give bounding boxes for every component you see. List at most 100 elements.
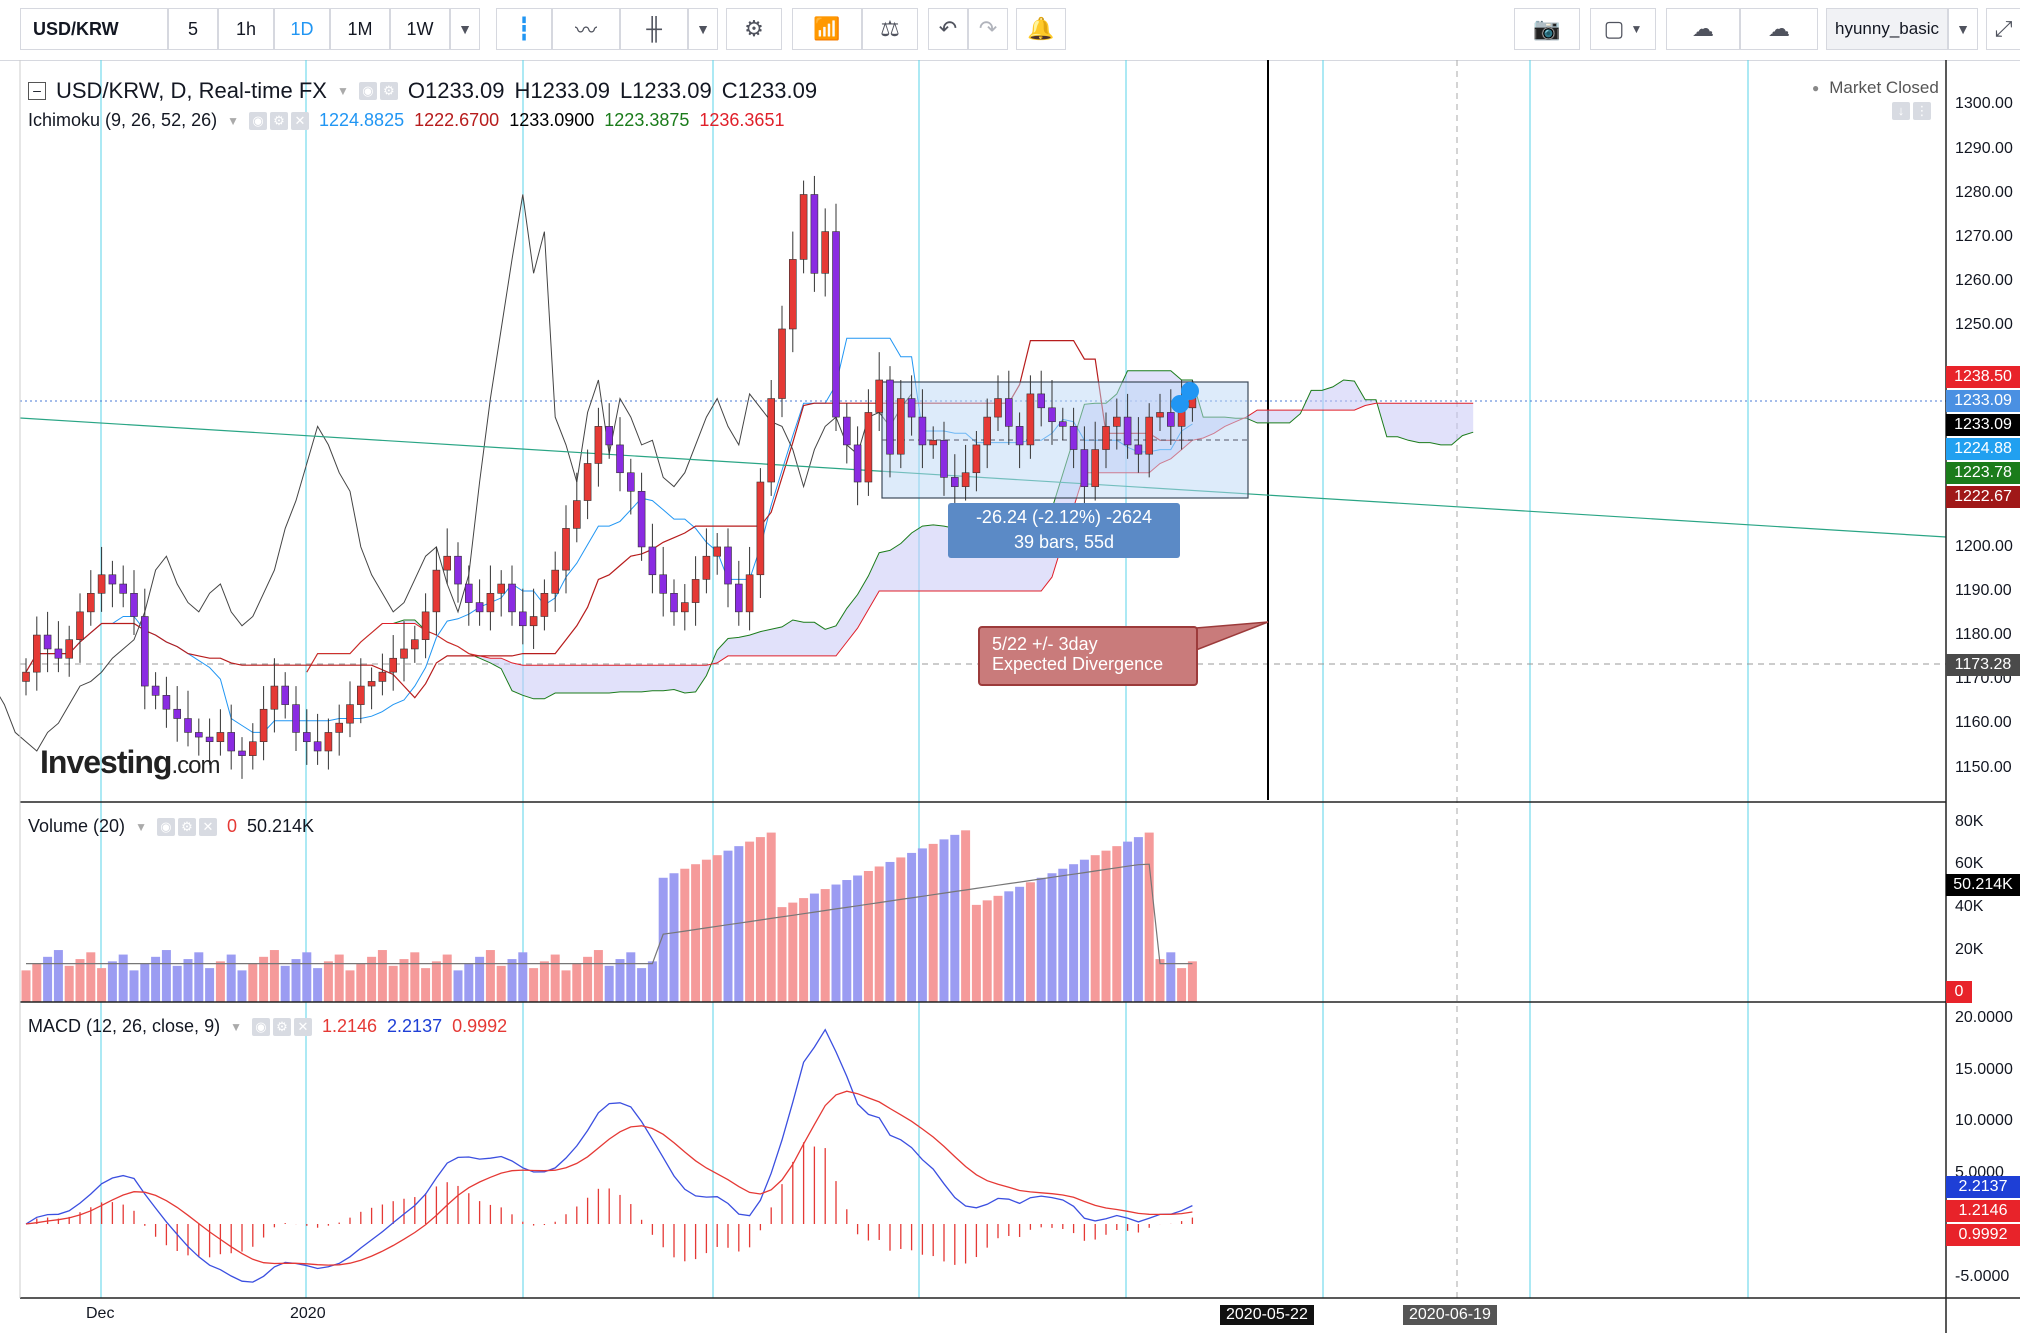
volume-bar bbox=[961, 830, 971, 1002]
ichimoku-label[interactable]: Ichimoku (9, 26, 52, 26) bbox=[28, 110, 218, 130]
interval-1w-button[interactable]: 1W bbox=[390, 8, 450, 50]
candle-body bbox=[184, 718, 192, 733]
arrow-down-icon[interactable]: ↓ bbox=[1892, 102, 1910, 120]
interval-1h-button[interactable]: 1h bbox=[218, 8, 274, 50]
candle-body bbox=[648, 546, 657, 576]
interval-1d-button[interactable]: 1D bbox=[274, 8, 330, 50]
volume-bar bbox=[496, 965, 506, 1002]
volume-bar bbox=[950, 834, 960, 1002]
interval-1m-button[interactable]: 1M bbox=[330, 8, 390, 50]
volume-bar bbox=[842, 880, 852, 1002]
symbol-search-input[interactable]: USD/KRW bbox=[20, 8, 168, 50]
eye-icon[interactable]: ◉ bbox=[251, 1017, 270, 1036]
macd-tick-label: 10.0000 bbox=[1955, 1112, 2013, 1129]
candle-body bbox=[162, 695, 171, 710]
volume-bar bbox=[1123, 841, 1133, 1002]
macd-label[interactable]: MACD (12, 26, close, 9) bbox=[28, 1016, 221, 1036]
redo-icon: ↷ bbox=[978, 16, 998, 41]
collapse-legend-icon[interactable]: – bbox=[28, 82, 46, 100]
candle-body bbox=[1037, 393, 1045, 409]
price-tick-label: 1260.00 bbox=[1955, 272, 2013, 289]
macd-tag: 2.2137 bbox=[1946, 1176, 2020, 1198]
fullscreen-button[interactable]: ⤢ bbox=[1986, 8, 2020, 50]
close-icon[interactable]: ✕ bbox=[293, 1017, 312, 1036]
chevron-down-icon[interactable]: ▼ bbox=[336, 84, 349, 98]
volume-tick-label: 60K bbox=[1955, 855, 1984, 872]
divergence-callout[interactable]: 5/22 +/- 3day Expected Divergence bbox=[978, 626, 1198, 686]
interval-5-button[interactable]: 5 bbox=[168, 8, 218, 50]
gear-icon[interactable]: ⚙ bbox=[177, 817, 196, 836]
gear-icon[interactable]: ⚙ bbox=[379, 82, 398, 100]
gear-icon[interactable]: ⚙ bbox=[270, 111, 288, 130]
volume-bar bbox=[107, 961, 117, 1002]
price-tag: 1222.67 bbox=[1946, 486, 2020, 508]
volume-bar bbox=[1090, 855, 1100, 1002]
save-layout-button[interactable]: ☁ bbox=[1740, 8, 1818, 50]
settings-button[interactable]: ⚙ bbox=[726, 8, 782, 50]
candle-body bbox=[475, 602, 484, 613]
volume-bar bbox=[1133, 837, 1143, 1002]
gear-icon[interactable]: ⚙ bbox=[272, 1017, 291, 1036]
close-icon[interactable]: ✕ bbox=[198, 817, 217, 836]
style-dropdown-button[interactable]: ▼ bbox=[688, 8, 718, 50]
volume-bar bbox=[691, 864, 701, 1002]
candle-body bbox=[1048, 407, 1056, 423]
alert-button[interactable]: 🔔 bbox=[1016, 8, 1066, 50]
candles-style-button[interactable]: ┇ bbox=[496, 8, 552, 50]
load-layout-button[interactable]: ☁ bbox=[1666, 8, 1740, 50]
redo-button[interactable]: ↷ bbox=[968, 8, 1008, 50]
volume-bar bbox=[831, 884, 841, 1002]
ichimoku-span-a-value: 1223.3875 bbox=[604, 110, 690, 130]
undo-button[interactable]: ↶ bbox=[928, 8, 968, 50]
eye-icon[interactable]: ◉ bbox=[358, 82, 377, 100]
snapshot-button[interactable]: 📷 bbox=[1514, 8, 1580, 50]
volume-bar bbox=[1047, 873, 1057, 1002]
volume-bar bbox=[971, 904, 981, 1002]
user-dropdown-button[interactable]: ▼ bbox=[1948, 8, 1978, 50]
compare-button[interactable]: ⚖ bbox=[862, 8, 918, 50]
volume-bar bbox=[118, 954, 128, 1002]
eye-icon[interactable]: ◉ bbox=[249, 111, 267, 130]
bars-style-button[interactable]: ╫ bbox=[620, 8, 688, 50]
volume-bar bbox=[453, 970, 463, 1002]
close-icon[interactable]: ✕ bbox=[291, 111, 309, 130]
candle-body bbox=[551, 569, 560, 594]
logo-brand: Investing bbox=[40, 744, 172, 780]
undo-icon: ↶ bbox=[938, 16, 958, 41]
macd-tag: 1.2146 bbox=[1946, 1200, 2020, 1222]
volume-bar bbox=[215, 961, 225, 1002]
candle-body bbox=[32, 634, 41, 673]
cloud-download-icon: ☁ bbox=[1692, 16, 1714, 41]
chevron-down-icon[interactable]: ▼ bbox=[230, 1019, 242, 1034]
chevron-down-icon[interactable]: ▼ bbox=[135, 819, 147, 834]
price-tick-label: 1300.00 bbox=[1955, 95, 2013, 112]
bars-icon: ╫ bbox=[646, 16, 662, 41]
price-tick-label: 1290.00 bbox=[1955, 140, 2013, 157]
volume-zero-tag: 0 bbox=[1946, 981, 1972, 1003]
lock-icon[interactable]: ⋮ bbox=[1913, 102, 1931, 120]
chart-canvas[interactable] bbox=[0, 60, 2020, 1333]
volume-bar bbox=[1079, 859, 1089, 1002]
volume-bar bbox=[75, 959, 85, 1002]
candle-body bbox=[1134, 444, 1143, 455]
layout-button[interactable]: ▢ ▼ bbox=[1590, 8, 1656, 50]
interval-dropdown-button[interactable]: ▼ bbox=[450, 8, 480, 50]
line-style-button[interactable]: 〰 bbox=[552, 8, 620, 50]
candle-body bbox=[1091, 449, 1099, 487]
volume-bar bbox=[237, 970, 247, 1002]
volume-bar bbox=[485, 950, 495, 1002]
user-layout-name[interactable]: hyunny_basic bbox=[1826, 8, 1948, 50]
top-toolbar: USD/KRW 5 1h 1D 1M 1W ▼ ┇ 〰 ╫ ▼ ⚙ 📶 ⚖ ↶ … bbox=[0, 0, 2020, 61]
volume-legend: Volume (20) ▼ ◉ ⚙ ✕ 0 50.214K bbox=[28, 816, 314, 837]
chevron-down-icon[interactable]: ▼ bbox=[227, 113, 239, 128]
market-status: ● Market Closed bbox=[1812, 78, 1939, 98]
volume-bar bbox=[410, 952, 420, 1002]
volume-bar bbox=[345, 970, 355, 1002]
eye-icon[interactable]: ◉ bbox=[156, 817, 175, 836]
candle-body bbox=[378, 671, 387, 682]
candle-body bbox=[400, 648, 408, 659]
volume-bar bbox=[572, 963, 582, 1002]
volume-label[interactable]: Volume (20) bbox=[28, 816, 126, 836]
volume-series bbox=[21, 830, 1197, 1002]
indicators-button[interactable]: 📶 bbox=[792, 8, 862, 50]
